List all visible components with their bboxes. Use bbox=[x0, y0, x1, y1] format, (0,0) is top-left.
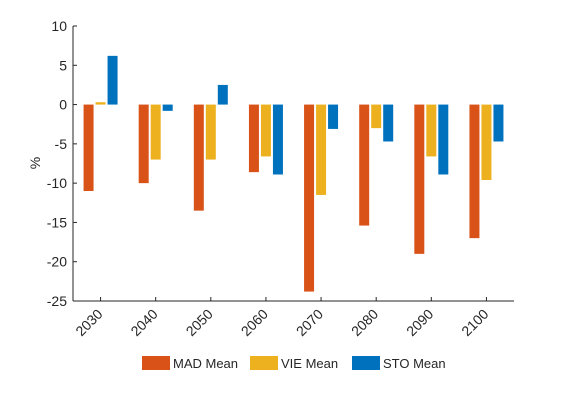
bar-mad-mean-2080 bbox=[359, 104, 370, 226]
bar-sto-mean-2040 bbox=[162, 104, 173, 111]
y-axis-label: % bbox=[27, 157, 43, 169]
legend-item-sto-mean: STO Mean bbox=[352, 356, 446, 371]
bar-vie-mean-2080 bbox=[371, 104, 382, 129]
bar-mad-mean-2070 bbox=[304, 104, 315, 292]
y-tick-label: 5 bbox=[59, 57, 67, 73]
bar-mad-mean-2030 bbox=[83, 104, 94, 191]
bar-vie-mean-2090 bbox=[426, 104, 437, 157]
bar-vie-mean-2100 bbox=[481, 104, 492, 180]
y-tick-label: -25 bbox=[47, 293, 67, 309]
y-tick-label: -15 bbox=[47, 214, 67, 230]
legend-label: VIE Mean bbox=[281, 356, 338, 371]
legend-swatch bbox=[250, 356, 278, 370]
x-tick-label: 2050 bbox=[183, 306, 216, 339]
y-tick-label: -5 bbox=[55, 136, 68, 152]
legend: MAD Mean VIE Mean STO Mean bbox=[142, 356, 446, 371]
bar-vie-mean-2050 bbox=[205, 104, 216, 160]
bar-vie-mean-2030 bbox=[95, 102, 106, 105]
legend-label: STO Mean bbox=[383, 356, 446, 371]
legend-item-mad-mean: MAD Mean bbox=[142, 356, 238, 371]
bar-mad-mean-2100 bbox=[469, 104, 480, 239]
bar-mad-mean-2090 bbox=[414, 104, 425, 254]
legend-swatch bbox=[352, 356, 380, 370]
bar-sto-mean-2030 bbox=[107, 55, 118, 105]
bar-sto-mean-2060 bbox=[272, 104, 283, 175]
bar-sto-mean-2100 bbox=[493, 104, 504, 142]
bar-vie-mean-2070 bbox=[316, 104, 327, 195]
y-tick-label: -20 bbox=[47, 254, 67, 270]
x-tick-label: 2060 bbox=[238, 306, 271, 339]
y-tick-label: 0 bbox=[59, 97, 67, 113]
bar-sto-mean-2050 bbox=[217, 84, 228, 105]
x-tick-label: 2040 bbox=[127, 306, 160, 339]
legend-item-vie-mean: VIE Mean bbox=[250, 356, 338, 371]
bar-vie-mean-2040 bbox=[150, 104, 161, 160]
legend-label: MAD Mean bbox=[173, 356, 238, 371]
bar-sto-mean-2070 bbox=[328, 104, 339, 129]
bar-sto-mean-2080 bbox=[383, 104, 394, 142]
x-tick-label: 2030 bbox=[72, 306, 105, 339]
bar-vie-mean-2060 bbox=[260, 104, 271, 157]
legend-swatch bbox=[142, 356, 170, 370]
x-tick-label: 2070 bbox=[293, 306, 326, 339]
y-tick-label: -10 bbox=[47, 175, 67, 191]
x-tick-label: 2100 bbox=[458, 306, 491, 339]
x-tick-label: 2090 bbox=[403, 306, 436, 339]
bar-mad-mean-2050 bbox=[193, 104, 204, 211]
bar-sto-mean-2090 bbox=[438, 104, 449, 175]
bar-mad-mean-2060 bbox=[248, 104, 259, 173]
bars-layer bbox=[83, 55, 504, 292]
bar-mad-mean-2040 bbox=[138, 104, 149, 184]
x-tick-label: 2080 bbox=[348, 306, 381, 339]
y-tick-label: 10 bbox=[51, 18, 67, 34]
